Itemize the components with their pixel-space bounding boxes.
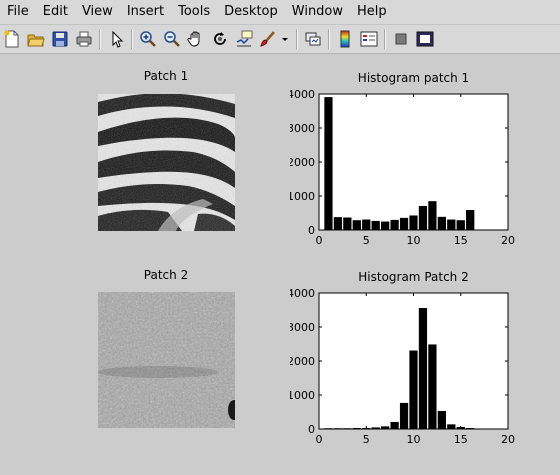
menu-window[interactable]: Window xyxy=(291,4,344,19)
menu-file[interactable]: File xyxy=(7,4,29,19)
y-tick-label: 4000 xyxy=(290,287,315,300)
brush-icon[interactable] xyxy=(257,28,279,50)
toolbar-separator xyxy=(384,29,386,49)
plot-area xyxy=(318,93,509,231)
histogram-bar xyxy=(447,424,456,430)
patch2-title: Patch 2 xyxy=(143,268,189,282)
x-tick-label: 0 xyxy=(316,433,323,446)
histogram-bar xyxy=(447,219,456,231)
y-tick-label: 0 xyxy=(308,423,315,436)
menu-bar: File Edit View Insert Tools Desktop Wind… xyxy=(0,0,560,25)
zoom-out-icon[interactable] xyxy=(161,28,183,50)
toolbar xyxy=(0,25,560,54)
menu-view[interactable]: View xyxy=(81,4,113,19)
histogram-bar xyxy=(399,402,409,430)
y-tick-label: 2000 xyxy=(290,355,315,368)
menu-tools[interactable]: Tools xyxy=(178,4,211,19)
menu-help[interactable]: Help xyxy=(357,4,387,19)
x-tick-label: 15 xyxy=(454,433,468,446)
histogram-bar xyxy=(381,221,390,231)
chart-title: Histogram patch 1 xyxy=(358,71,469,85)
histogram-bar xyxy=(352,220,361,231)
histogram-patch-1-chart: Histogram patch 1 0 5 10 15 20 0 1000 2000 3000 40… xyxy=(290,71,515,247)
histogram-bar xyxy=(437,411,446,430)
histogram-bar xyxy=(418,205,428,231)
histogram-bar xyxy=(428,344,437,430)
y-tick-label: 3000 xyxy=(290,122,315,135)
x-tick-label: 5 xyxy=(363,234,370,247)
patch1-image xyxy=(98,94,235,231)
save-figure-icon[interactable] xyxy=(49,28,71,50)
chart-title: Histogram Patch 2 xyxy=(358,270,468,284)
data-cursor-icon[interactable] xyxy=(233,28,255,50)
y-tick-label: 3000 xyxy=(290,321,315,334)
histogram-bar xyxy=(437,216,446,231)
histogram-bar xyxy=(418,308,428,430)
toolbar-separator xyxy=(131,29,133,49)
brush-dropdown-icon[interactable] xyxy=(279,28,291,50)
toolbar-separator xyxy=(328,29,330,49)
patch2-image xyxy=(98,292,235,428)
menu-desktop[interactable]: Desktop xyxy=(224,4,278,19)
histogram-bar xyxy=(390,219,399,231)
menu-insert[interactable]: Insert xyxy=(126,4,165,19)
print-figure-icon[interactable] xyxy=(73,28,95,50)
histogram-bar xyxy=(466,210,475,231)
histogram-bar xyxy=(324,97,333,231)
patch1-title: Patch 1 xyxy=(143,69,189,83)
x-tick-label: 10 xyxy=(407,234,421,247)
x-tick-label: 0 xyxy=(316,234,323,247)
histogram-bar xyxy=(409,350,418,430)
hide-plot-tools-icon[interactable] xyxy=(390,28,412,50)
histogram-bar xyxy=(371,220,380,231)
toolbar-separator xyxy=(99,29,101,49)
rotate-3d-icon[interactable] xyxy=(209,28,231,50)
y-tick-label: 1000 xyxy=(290,389,315,402)
histogram-bar xyxy=(343,217,352,231)
link-plot-icon[interactable] xyxy=(302,28,324,50)
x-tick-label: 15 xyxy=(454,234,468,247)
histogram-patch-2-chart: Histogram Patch 2 0 5 10 15 20 0 1000 2000 3000 40… xyxy=(290,270,515,446)
new-figure-icon[interactable] xyxy=(1,28,23,50)
menu-edit[interactable]: Edit xyxy=(42,4,68,19)
x-tick-label: 10 xyxy=(407,433,421,446)
y-tick-label: 0 xyxy=(308,224,315,237)
x-tick-label: 20 xyxy=(501,433,515,446)
x-tick-label: 5 xyxy=(363,433,370,446)
zoom-in-icon[interactable] xyxy=(137,28,159,50)
edit-plot-arrow-icon[interactable] xyxy=(106,28,128,50)
insert-legend-icon[interactable] xyxy=(358,28,380,50)
histogram-bar xyxy=(399,217,409,231)
y-tick-label: 1000 xyxy=(290,190,315,203)
show-plot-tools-icon[interactable] xyxy=(414,28,436,50)
histogram-bar xyxy=(390,421,399,430)
y-tick-label: 2000 xyxy=(290,156,315,169)
x-tick-label: 20 xyxy=(501,234,515,247)
histogram-bar xyxy=(428,201,437,231)
y-tick-label: 4000 xyxy=(290,88,315,101)
toolbar-separator xyxy=(296,29,298,49)
figure-canvas: Patch 1 Patch 2 Histogram patch 1 0 5 10 15 2… xyxy=(0,54,560,475)
open-file-icon[interactable] xyxy=(25,28,47,50)
pan-hand-icon[interactable] xyxy=(185,28,207,50)
histogram-bar xyxy=(333,217,343,231)
insert-colorbar-icon[interactable] xyxy=(334,28,356,50)
